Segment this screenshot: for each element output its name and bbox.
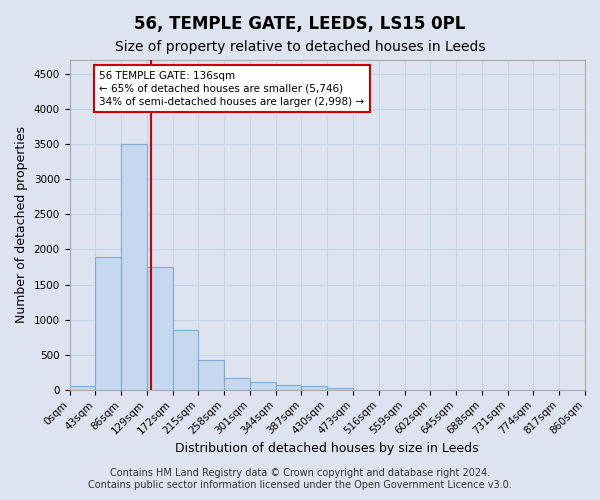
Text: Contains HM Land Registry data © Crown copyright and database right 2024.
Contai: Contains HM Land Registry data © Crown c… (88, 468, 512, 490)
Bar (276, 385, 301, 390)
Text: Size of property relative to detached houses in Leeds: Size of property relative to detached ho… (115, 40, 485, 54)
Bar (173, 330, 199, 390)
Bar (121, 144, 147, 390)
Bar (327, 388, 353, 390)
Y-axis label: Number of detached properties: Number of detached properties (15, 126, 28, 324)
Bar (224, 378, 250, 390)
Bar (199, 360, 224, 390)
Bar (70, 386, 95, 390)
Bar (301, 386, 327, 390)
Text: 56, TEMPLE GATE, LEEDS, LS15 0PL: 56, TEMPLE GATE, LEEDS, LS15 0PL (134, 15, 466, 33)
Bar (250, 382, 276, 390)
X-axis label: Distribution of detached houses by size in Leeds: Distribution of detached houses by size … (175, 442, 479, 455)
Text: 56 TEMPLE GATE: 136sqm
← 65% of detached houses are smaller (5,746)
34% of semi-: 56 TEMPLE GATE: 136sqm ← 65% of detached… (100, 70, 365, 107)
Bar (95, 256, 121, 390)
Bar (147, 267, 173, 390)
